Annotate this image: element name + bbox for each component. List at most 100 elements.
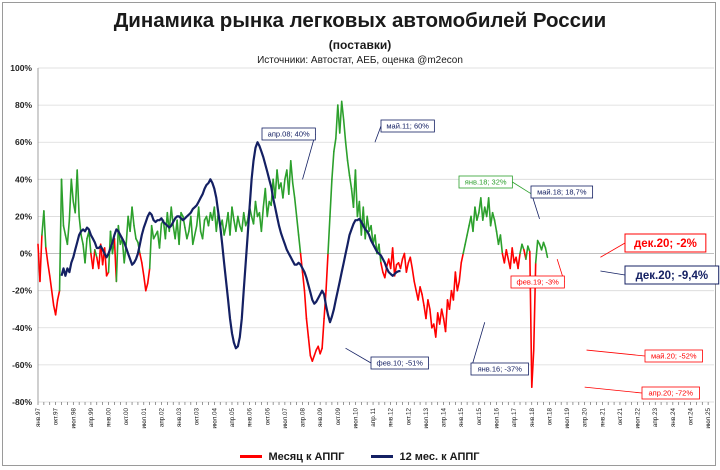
monthly-series-segment [223,224,227,236]
chart-sources: Источники: Автостат, АЕБ, оценка @m2econ [257,55,463,66]
annotation-leader [584,386,643,394]
monthly-series-segment [434,312,439,338]
x-tick-label: июл.19 [564,408,571,429]
x-tick-label: апр.11 [370,408,377,427]
x-tick-label: янв.03 [176,408,183,427]
monthly-series-segment [43,210,47,249]
monthly-series-segment [133,224,137,240]
chart-title: Динамика рынка легковых автомобилей Росс… [113,9,607,32]
x-tick-label: апр.14 [441,408,448,428]
monthly-series-segment [282,178,286,199]
monthly-series-segment [517,252,521,270]
monthly-series-segment [260,206,265,233]
annotation-leader [470,322,486,370]
monthly-series-segment [462,243,466,255]
monthly-series-segment [207,211,212,227]
x-tick-label: июл.16 [494,408,501,429]
monthly-series-segment [460,252,464,264]
x-tick-label: апр.20 [582,408,589,428]
monthly-series-segment [527,245,531,253]
monthly-series-segment [342,119,347,144]
monthly-series-segment [242,211,247,227]
annotation-box [458,175,513,189]
monthly-series-segment [62,224,67,236]
monthly-series-segment [380,262,384,273]
annotation-label: дек.20; -2% [634,238,697,250]
monthly-series-segment [58,178,63,292]
annotation-box [641,386,700,400]
legend-label-rolling: 12 мес. к АППГ [399,450,480,463]
monthly-series-segment [237,215,241,227]
monthly-series-segment [417,286,421,301]
monthly-series-segment [429,308,433,329]
x-tick-label: окт.21 [617,408,624,426]
monthly-series-segment [338,100,343,134]
monthly-series-segment [348,174,353,190]
monthly-series-segment [158,223,163,249]
y-tick-label: 0% [20,249,33,259]
monthly-series-segment [521,243,525,251]
annotation-label: май.18; 18,7% [537,188,587,197]
monthly-series-segment [305,317,310,338]
annotation-label: апр.20; -72% [648,389,693,398]
annotation-box [530,185,594,199]
monthly-series-segment [325,252,329,292]
annotation-label: янв.18; 32% [465,178,507,187]
monthly-series-segment [45,247,49,264]
monthly-series-segment [70,178,75,203]
monthly-series-segment [419,286,423,296]
y-tick-label: 60% [15,137,32,147]
monthly-series-segment [297,234,302,255]
x-tick-label: июл.22 [635,408,642,429]
x-tick-label: апр.23 [652,408,659,428]
monthly-series-segment [476,211,480,221]
monthly-series-segment [231,206,235,221]
monthly-series-segment [458,262,463,283]
x-tick-label: июл.25 [705,408,712,429]
x-tick-label: янв.09 [317,408,324,427]
monthly-series-segment [125,215,129,246]
legend-item-monthly: Месяц к АППГ [240,451,344,463]
y-tick-label: 20% [15,211,32,221]
x-tick-label: янв.21 [599,408,606,427]
legend-label-monthly: Месяц к АППГ [268,450,345,463]
monthly-series-segment [525,245,529,260]
monthly-series-segment [487,197,492,227]
monthly-series-segment [182,215,186,229]
annotation-leader [374,125,382,143]
monthly-series-segment [399,258,404,270]
monthly-series-segment [444,299,449,333]
monthly-series-segment [491,211,496,221]
y-tick-label: -60% [12,360,32,370]
x-tick-label: июл.01 [141,408,148,429]
monthly-series-segment [229,206,233,236]
annotation-box [370,356,429,370]
monthly-series-segment [425,299,429,320]
annotation-label: май.20; -52% [651,352,697,361]
monthly-series-segment [493,219,498,233]
x-tick-label: окт.15 [476,408,483,426]
monthly-series-segment [311,354,316,362]
monthly-series-segment [391,247,396,277]
monthly-series-segment [186,230,190,240]
x-tick-label: янв.00 [106,408,113,427]
x-tick-label: окт.97 [53,408,60,426]
monthly-series-segment [235,215,239,233]
monthly-series-segment [139,252,143,264]
monthly-series-segment [276,169,280,190]
monthly-series-segment [266,200,271,218]
monthly-series-segment [201,219,206,240]
monthly-series-segment [327,215,331,255]
monthly-series-segment [411,267,416,283]
monthly-series-segment [56,289,61,301]
monthly-series-segment [321,317,325,349]
annotation-leader [586,349,646,357]
monthly-series-segment [221,219,225,236]
annotation-leader [600,270,626,276]
annotation-box [644,349,703,363]
monthly-series-segment [319,347,323,355]
monthly-series-segment [519,243,523,255]
monthly-series-segment [344,141,349,162]
annotation-box [261,127,316,141]
x-tick-label: окт.12 [405,408,412,426]
